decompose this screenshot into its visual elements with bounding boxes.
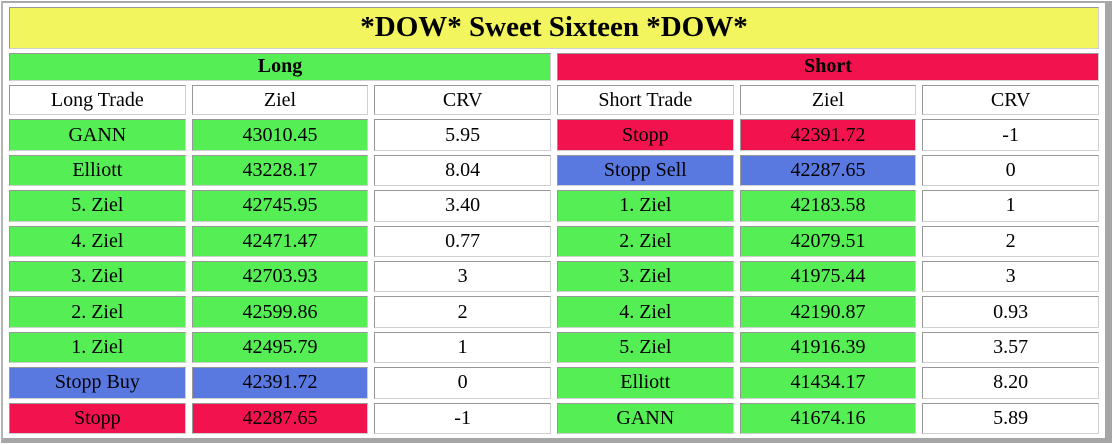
title-row: *DOW* Sweet Sixteen *DOW* [9, 7, 1099, 49]
crv-cell: 5.89 [922, 402, 1099, 434]
trade-cell: 5. Ziel [9, 190, 186, 222]
trade-cell: Elliott [9, 154, 186, 187]
ziel-cell: 41674.16 [739, 402, 917, 434]
ziel-cell: 42745.95 [191, 190, 369, 222]
ziel-cell: 41434.17 [739, 367, 917, 399]
table-row: Stopp 42287.65 -1 GANN 41674.16 5.89 [9, 402, 1099, 434]
table-row: 3. Ziel 42703.93 3 3. Ziel 41975.44 3 [9, 261, 1099, 293]
trade-cell: GANN [556, 402, 734, 434]
table-row: 4. Ziel 42471.47 0.77 2. Ziel 42079.51 2 [9, 225, 1099, 257]
ziel-cell: 42391.72 [191, 367, 369, 399]
column-header-short-crv: CRV [922, 85, 1099, 116]
trade-cell: 1. Ziel [9, 331, 186, 364]
table-row: GANN 43010.45 5.95 Stopp 42391.72 -1 [9, 119, 1099, 151]
ziel-cell: 42471.47 [191, 225, 369, 257]
ziel-cell: 42599.86 [191, 296, 369, 328]
ziel-cell: 42183.58 [739, 190, 917, 222]
ziel-cell: 42287.65 [191, 402, 369, 434]
crv-cell: 0.93 [922, 296, 1099, 328]
trade-cell: 4. Ziel [556, 296, 734, 328]
crv-cell: 3.40 [374, 190, 551, 222]
table-row: 2. Ziel 42599.86 2 4. Ziel 42190.87 0.93 [9, 296, 1099, 328]
crv-cell: -1 [374, 402, 551, 434]
trade-cell: Stopp [556, 119, 734, 151]
column-header-row: Long Trade Ziel CRV Short Trade Ziel CRV [9, 85, 1099, 116]
ziel-cell: 42079.51 [739, 225, 917, 257]
page-title: *DOW* Sweet Sixteen *DOW* [9, 7, 1099, 49]
crv-cell: -1 [922, 119, 1099, 151]
trade-cell: GANN [9, 119, 186, 151]
crv-cell: 0 [922, 154, 1099, 187]
trade-cell: 5. Ziel [556, 331, 734, 364]
trade-cell: 2. Ziel [556, 225, 734, 257]
trade-cell: 4. Ziel [9, 225, 186, 257]
trade-cell: 1. Ziel [556, 190, 734, 222]
trade-cell: Stopp [9, 402, 186, 434]
column-header-short-ziel: Ziel [739, 85, 917, 116]
ziel-cell: 43228.17 [191, 154, 369, 187]
crv-cell: 2 [374, 296, 551, 328]
sweet-sixteen-table: *DOW* Sweet Sixteen *DOW* Long Short Lon… [3, 3, 1105, 438]
crv-cell: 8.20 [922, 367, 1099, 399]
ziel-cell: 42495.79 [191, 331, 369, 364]
trade-cell: 2. Ziel [9, 296, 186, 328]
crv-cell: 5.95 [374, 119, 551, 151]
crv-cell: 3 [374, 261, 551, 293]
ziel-cell: 42190.87 [739, 296, 917, 328]
trade-cell: Stopp Buy [9, 367, 186, 399]
crv-cell: 1 [374, 331, 551, 364]
ziel-cell: 41916.39 [739, 331, 917, 364]
crv-cell: 0 [374, 367, 551, 399]
trade-cell: Elliott [556, 367, 734, 399]
ziel-cell: 42287.65 [739, 154, 917, 187]
crv-cell: 1 [922, 190, 1099, 222]
column-header-long-crv: CRV [374, 85, 551, 116]
trade-cell: Stopp Sell [556, 154, 734, 187]
crv-cell: 8.04 [374, 154, 551, 187]
ziel-cell: 41975.44 [739, 261, 917, 293]
table-row: Stopp Buy 42391.72 0 Elliott 41434.17 8.… [9, 367, 1099, 399]
short-section-header: Short [556, 52, 1099, 82]
table-row: 1. Ziel 42495.79 1 5. Ziel 41916.39 3.57 [9, 331, 1099, 364]
table-row: 5. Ziel 42745.95 3.40 1. Ziel 42183.58 1 [9, 190, 1099, 222]
ziel-cell: 43010.45 [191, 119, 369, 151]
group-header-row: Long Short [9, 52, 1099, 82]
column-header-long-trade: Long Trade [9, 85, 186, 116]
crv-cell: 2 [922, 225, 1099, 257]
column-header-long-ziel: Ziel [191, 85, 369, 116]
ziel-cell: 42703.93 [191, 261, 369, 293]
trade-cell: 3. Ziel [9, 261, 186, 293]
table-row: Elliott 43228.17 8.04 Stopp Sell 42287.6… [9, 154, 1099, 187]
crv-cell: 0.77 [374, 225, 551, 257]
trade-cell: 3. Ziel [556, 261, 734, 293]
column-header-short-trade: Short Trade [556, 85, 734, 116]
ziel-cell: 42391.72 [739, 119, 917, 151]
long-section-header: Long [9, 52, 551, 82]
crv-cell: 3.57 [922, 331, 1099, 364]
crv-cell: 3 [922, 261, 1099, 293]
